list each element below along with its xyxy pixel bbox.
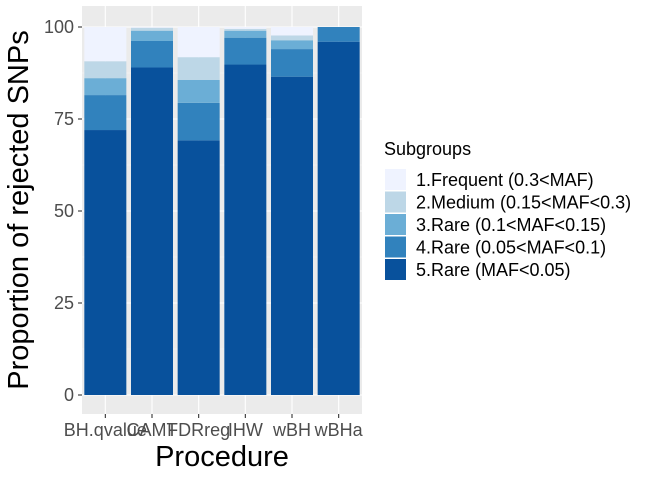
x-tick-label: BH.qvalue <box>64 420 147 440</box>
bar-segment <box>224 30 267 38</box>
bar-segment <box>131 67 173 395</box>
bar-segment <box>177 102 220 141</box>
legend-label: 5.Rare (MAF<0.05) <box>416 260 571 280</box>
legend-key <box>385 214 406 235</box>
bar-segment <box>271 40 313 50</box>
y-tick-label: 100 <box>44 17 74 37</box>
x-tick-label: wBHa <box>314 420 364 440</box>
bar-segment <box>224 28 267 31</box>
legend-label: 2.Medium (0.15<MAF<0.3) <box>416 193 631 213</box>
minor-gridlines <box>82 72 362 350</box>
bar-segment <box>177 79 220 103</box>
legend: Subgroups 1.Frequent (0.3<MAF) 2.Medium (… <box>384 139 631 280</box>
y-axis: 0 25 50 75 100 <box>44 17 82 405</box>
bar-segment <box>131 27 173 31</box>
legend-key <box>385 169 406 190</box>
bar-segment <box>271 49 313 77</box>
x-tick-label: IHW <box>228 420 263 440</box>
legend-label: 3.Rare (0.1<MAF<0.15) <box>416 215 606 235</box>
y-tick-label: 75 <box>54 109 74 129</box>
bar-segment <box>84 78 127 96</box>
bar-segment <box>131 30 173 41</box>
bar-segment <box>317 27 360 42</box>
legend-label: 1.Frequent (0.3<MAF) <box>416 170 594 190</box>
bar-segment <box>224 27 267 29</box>
plot-panel <box>82 6 362 414</box>
bar-segment <box>84 61 127 79</box>
legend-label: 4.Rare (0.05<MAF<0.1) <box>416 238 606 258</box>
bar-segment <box>271 76 313 396</box>
bar-segment <box>271 27 313 36</box>
y-tick-label: 0 <box>64 385 74 405</box>
bars <box>84 27 360 396</box>
bar-segment <box>177 140 220 395</box>
x-tick-label: FDRreg <box>167 420 230 440</box>
bar-segment <box>84 27 127 62</box>
legend-key <box>385 259 406 280</box>
bar-segment <box>177 57 220 80</box>
bar-segment <box>84 130 127 396</box>
bar-segment <box>177 27 220 58</box>
bar-segment <box>271 35 313 41</box>
legend-key <box>385 191 406 213</box>
bar-segment <box>317 41 360 395</box>
bar-segment <box>84 95 127 131</box>
x-tick-label: CAMT <box>127 420 178 440</box>
bar-segment <box>131 40 173 68</box>
legend-title: Subgroups <box>384 139 471 159</box>
bar-segment <box>224 64 267 395</box>
legend-key <box>385 236 406 258</box>
y-axis-title: Proportion of rejected SNPs <box>3 30 35 389</box>
y-tick-label: 25 <box>54 293 74 313</box>
x-tick-label: wBH <box>272 420 311 440</box>
bar-segment <box>131 27 173 28</box>
x-axis-title: Procedure <box>155 441 289 473</box>
bar-segment <box>224 37 267 65</box>
y-tick-label: 50 <box>54 201 74 221</box>
